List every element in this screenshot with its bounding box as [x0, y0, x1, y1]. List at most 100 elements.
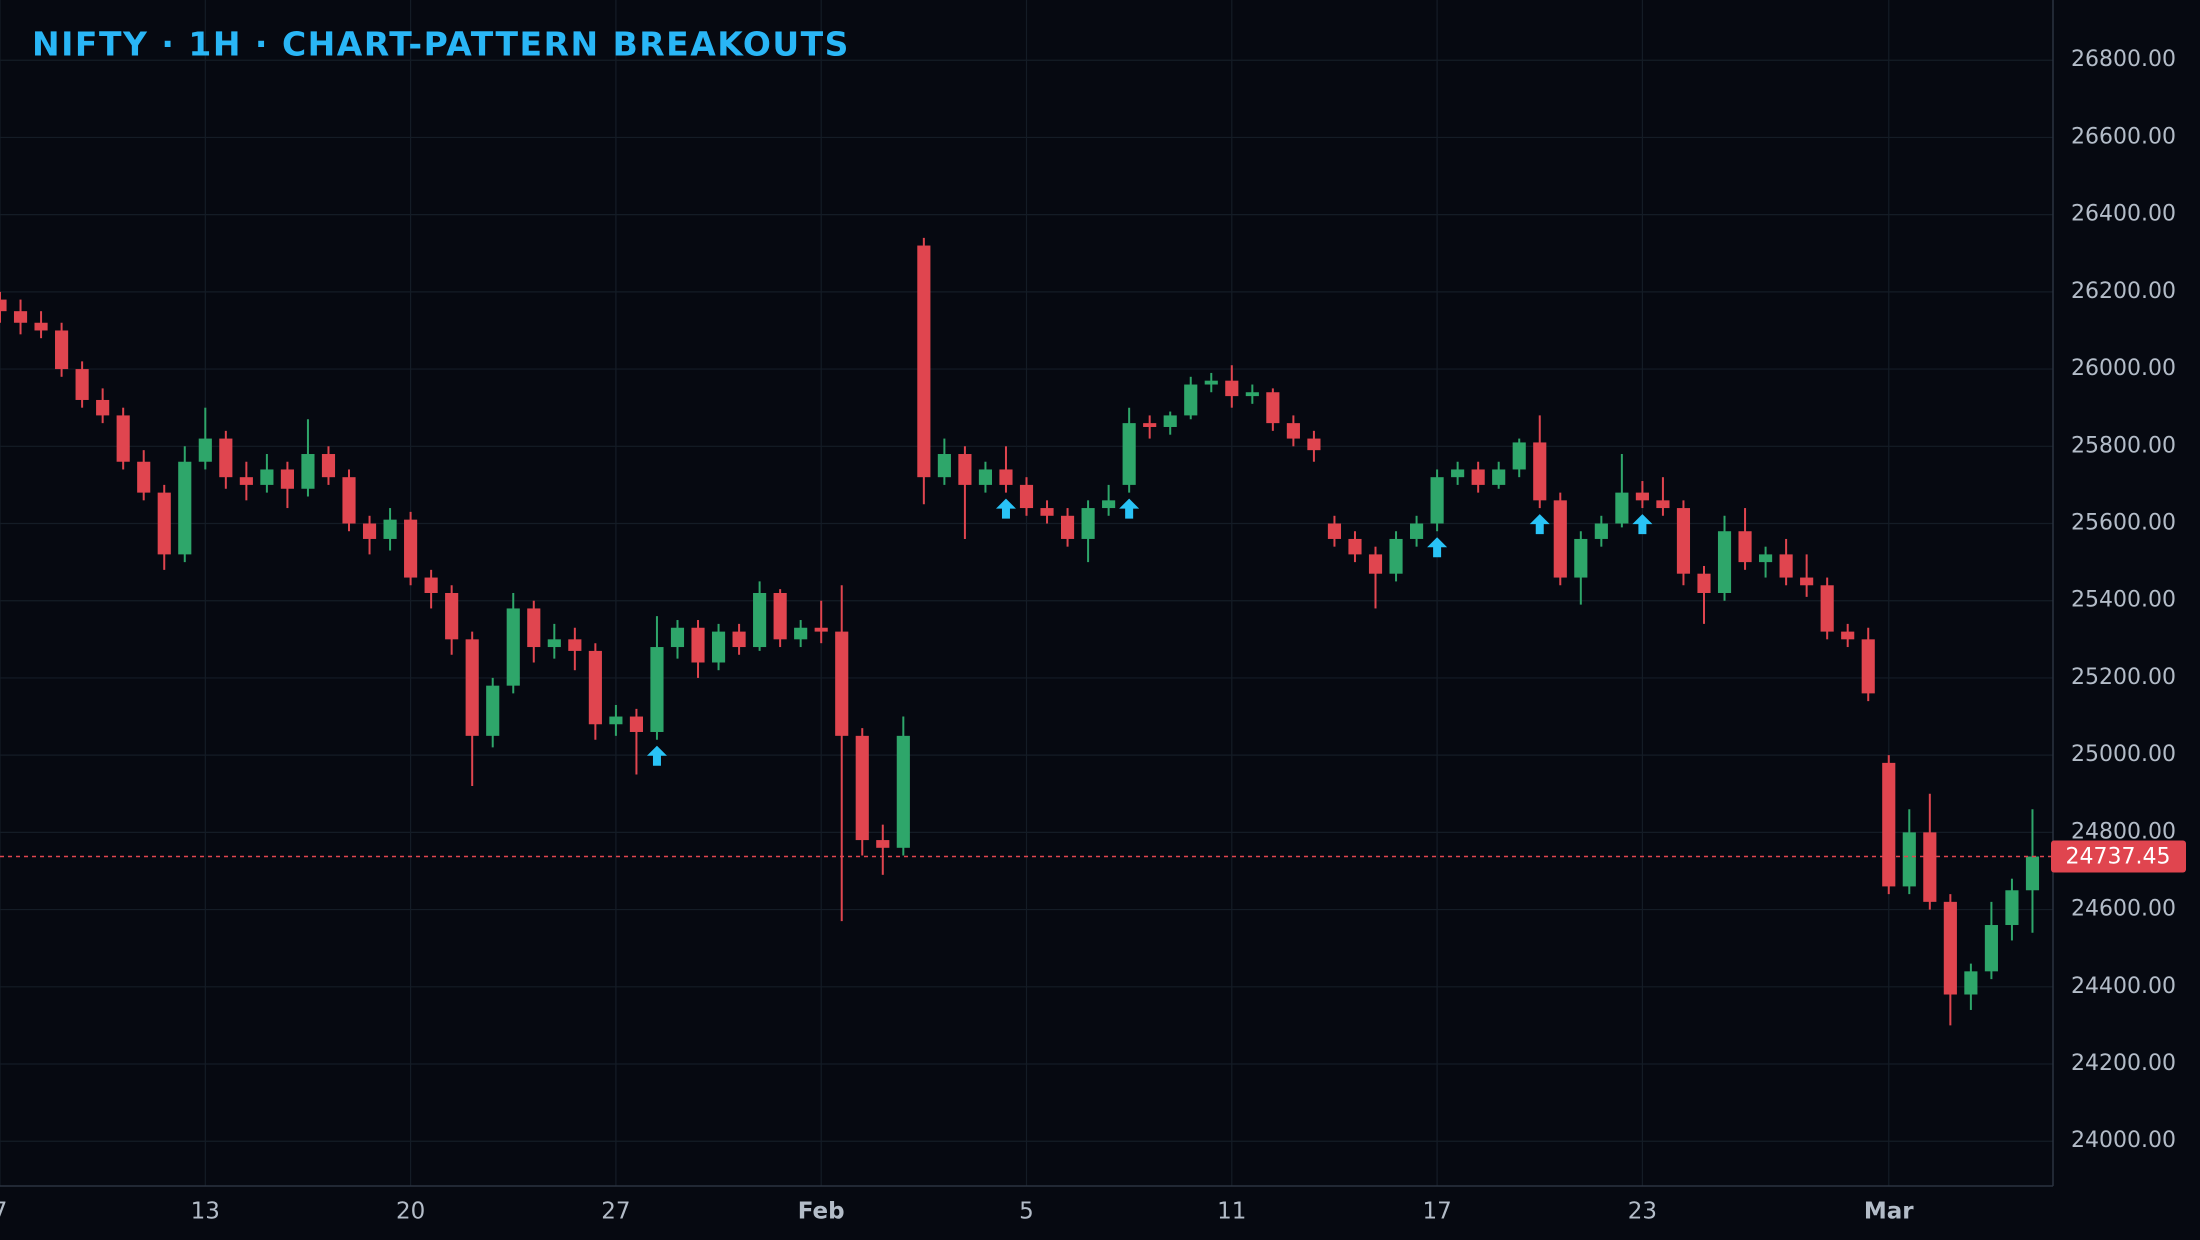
axes: 24000.00 24200.00 24400.00 24600.00 24800.00… — [0, 47, 2176, 1224]
y-tick-label: 24600.00 — [2071, 897, 2176, 922]
y-tick-label: 26800.00 — [2071, 47, 2176, 72]
candle-body — [1060, 515, 1075, 539]
candle-body — [1122, 423, 1136, 485]
y-tick-label: 25200.00 — [2071, 665, 2176, 690]
last-price-label: 24737.45 — [2066, 845, 2171, 870]
y-tick-label: 24200.00 — [2071, 1051, 2176, 1076]
candle-body — [1266, 392, 1280, 424]
candle-body — [1656, 500, 1670, 509]
candle-body — [1738, 531, 1752, 563]
x-tick-label: 11 — [1217, 1199, 1246, 1225]
candle-body — [486, 685, 500, 736]
candle-body — [0, 299, 7, 312]
x-tick-label: Mar — [1864, 1199, 1914, 1225]
candle-body — [711, 631, 726, 663]
y-tick-label: 26000.00 — [2071, 356, 2176, 381]
candle-body — [588, 650, 602, 725]
candle-body — [1163, 415, 1177, 427]
candle-body — [1040, 508, 1054, 516]
x-tick-label: 13 — [191, 1199, 220, 1225]
candle-body — [547, 639, 561, 648]
candle-body — [1102, 500, 1116, 509]
y-tick-label: 25000.00 — [2071, 742, 2176, 767]
candle-body — [1143, 423, 1157, 427]
breakout-arrow — [646, 745, 667, 766]
candle-body — [1245, 392, 1259, 397]
candle-body — [55, 330, 69, 370]
breakout-arrow — [1427, 537, 1448, 558]
candle-body — [1348, 538, 1362, 555]
candle-body — [1759, 554, 1773, 563]
candle-body — [670, 627, 685, 648]
candle-body — [773, 593, 787, 640]
breakout-arrow — [995, 498, 1016, 519]
candle-body — [116, 415, 130, 462]
candle-body — [13, 311, 28, 323]
y-tick-label: 26200.00 — [2071, 279, 2176, 304]
y-tick-label: 26600.00 — [2071, 124, 2176, 149]
candle-body — [96, 399, 110, 416]
candle-body — [1861, 639, 1875, 694]
candle-body — [1451, 469, 1465, 478]
candle-body — [1820, 585, 1834, 632]
candle-body — [1286, 423, 1300, 439]
x-tick-label: Feb — [798, 1199, 845, 1225]
candle-body — [1943, 901, 1957, 995]
candle-body — [2005, 890, 2019, 926]
candle-body — [753, 593, 767, 648]
candle-body — [1225, 380, 1239, 397]
candle-body — [137, 461, 151, 493]
candle-body — [1594, 523, 1608, 539]
grid — [0, 0, 2053, 1186]
candle-body — [1615, 492, 1629, 524]
candle-body — [568, 639, 582, 651]
candle-body — [1676, 508, 1691, 574]
candle-body — [999, 469, 1013, 485]
candle-body — [1984, 925, 1998, 972]
candle-body — [1964, 971, 1978, 995]
y-tick-label: 26400.00 — [2071, 202, 2176, 227]
candle-body — [958, 454, 972, 485]
candle-body — [260, 469, 274, 485]
plot-area — [0, 237, 2040, 1026]
y-tick-label: 25800.00 — [2071, 433, 2176, 458]
candle-body — [691, 627, 705, 663]
candle-body — [1307, 438, 1321, 451]
candle-body — [937, 454, 951, 478]
candle-body — [198, 438, 212, 462]
breakout-arrow — [1529, 514, 1550, 535]
x-tick-label: 17 — [1422, 1199, 1451, 1225]
candle-body — [609, 716, 623, 725]
candle-body — [650, 647, 664, 732]
candle-body — [178, 461, 192, 555]
candle-body — [506, 608, 520, 686]
candle-body — [814, 627, 828, 632]
candle-body — [1533, 442, 1547, 501]
candle-body — [1553, 500, 1567, 578]
y-tick-label: 24400.00 — [2071, 974, 2176, 999]
candle-body — [424, 577, 438, 593]
candle-body — [1430, 477, 1444, 524]
candle-body — [1204, 380, 1218, 385]
candle-body — [1471, 469, 1485, 485]
candle-body — [1512, 442, 1526, 470]
candle-body — [732, 631, 746, 648]
candle-body — [34, 322, 48, 331]
candle-body — [2025, 856, 2040, 891]
candle-body — [445, 593, 459, 640]
candle-body — [855, 735, 869, 841]
candle-body — [1902, 832, 1916, 887]
candle-body — [629, 716, 643, 732]
x-tick-label: 5 — [1019, 1199, 1034, 1225]
candle-body — [1492, 469, 1506, 485]
candle-body — [465, 639, 479, 736]
candle-body — [1368, 554, 1383, 574]
candle-body — [1635, 492, 1649, 501]
y-tick-label: 24800.00 — [2071, 819, 2176, 844]
y-tick-label: 25600.00 — [2071, 511, 2176, 536]
last-price-box — [2051, 840, 2186, 873]
candle-body — [362, 523, 377, 539]
candle-body — [1882, 762, 1896, 887]
